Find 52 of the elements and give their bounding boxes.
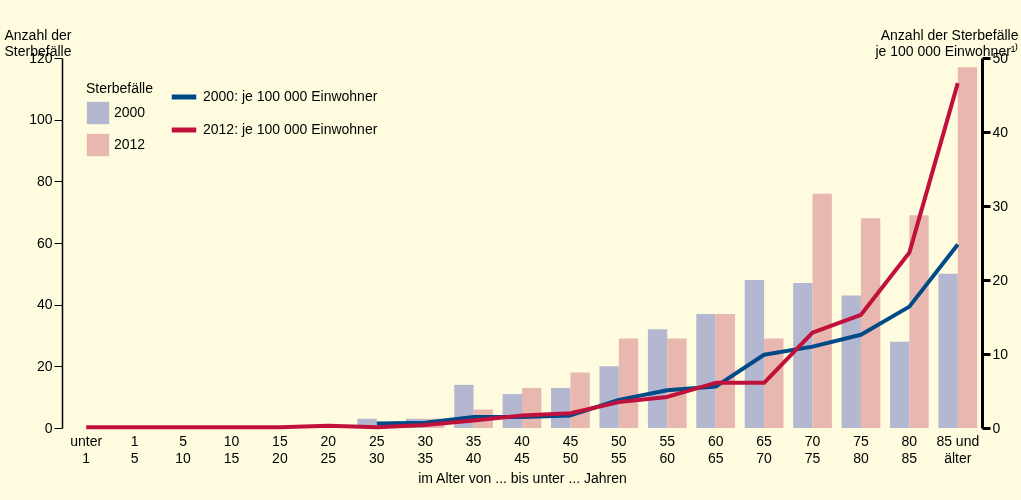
x-axis-title: im Alter von ... bis unter ... Jahren xyxy=(418,469,627,486)
bar xyxy=(793,283,813,428)
x-tick-label: 15 20 xyxy=(272,432,288,466)
legend-title: Sterbefälle xyxy=(86,80,154,96)
x-tick-label: 80 85 xyxy=(901,432,918,466)
y2-tick-label: 10 xyxy=(992,345,1009,362)
bar xyxy=(744,280,765,428)
bar xyxy=(812,193,832,428)
x-tick-label: 50 55 xyxy=(611,432,627,466)
y-tick-label: 60 xyxy=(36,234,53,251)
y-tick-label: 0 xyxy=(44,419,53,436)
y2-tick-label: 30 xyxy=(992,197,1009,214)
line-series xyxy=(84,81,960,430)
x-tick-label: 40 45 xyxy=(514,432,530,466)
legend-label: 2000: je 100 000 Einwohner xyxy=(203,88,378,104)
x-tick-label: 25 30 xyxy=(368,432,385,466)
bar xyxy=(696,313,716,428)
x-tick-label: 60 65 xyxy=(707,432,724,466)
bar xyxy=(890,341,910,428)
y2-tick-label: 40 xyxy=(992,123,1009,140)
x-tick-label: 70 75 xyxy=(804,432,821,466)
x-tick-label: 35 40 xyxy=(465,432,482,466)
y2-tick-label: 20 xyxy=(992,271,1009,288)
legend-label: 2012 xyxy=(114,136,146,152)
x-tick-label: 20 25 xyxy=(320,432,337,466)
x-tick-label: 1 5 xyxy=(130,432,139,466)
x-tick-label: 5 10 xyxy=(175,432,192,466)
y-tick-label: 40 xyxy=(36,296,53,313)
bar xyxy=(841,295,861,428)
bar xyxy=(599,366,619,428)
bar xyxy=(715,313,736,428)
x-tick-label: unter 1 xyxy=(70,432,103,466)
x-tick-label: 65 70 xyxy=(756,432,773,466)
bar xyxy=(860,218,881,428)
y-tick-label: 20 xyxy=(36,357,53,374)
bar xyxy=(618,338,639,428)
bar xyxy=(938,273,958,428)
bar xyxy=(570,372,590,428)
x-tick-label: 75 80 xyxy=(853,432,869,466)
x-tick-label: 10 15 xyxy=(223,432,240,466)
y-tick-label: 100 xyxy=(29,111,53,128)
legend-label: 2012: je 100 000 Einwohner xyxy=(203,121,378,137)
legend-label: 2000 xyxy=(114,104,146,120)
bar xyxy=(909,215,929,428)
y-tick-label: 80 xyxy=(36,172,53,189)
x-tick-label: 85 und älter xyxy=(936,432,980,466)
y2-tick-label: 0 xyxy=(992,419,1001,436)
bar xyxy=(667,338,687,428)
x-tick-label: 55 60 xyxy=(659,432,676,466)
bar xyxy=(957,67,978,428)
bar xyxy=(647,329,668,428)
x-tick-label: 45 50 xyxy=(562,432,579,466)
